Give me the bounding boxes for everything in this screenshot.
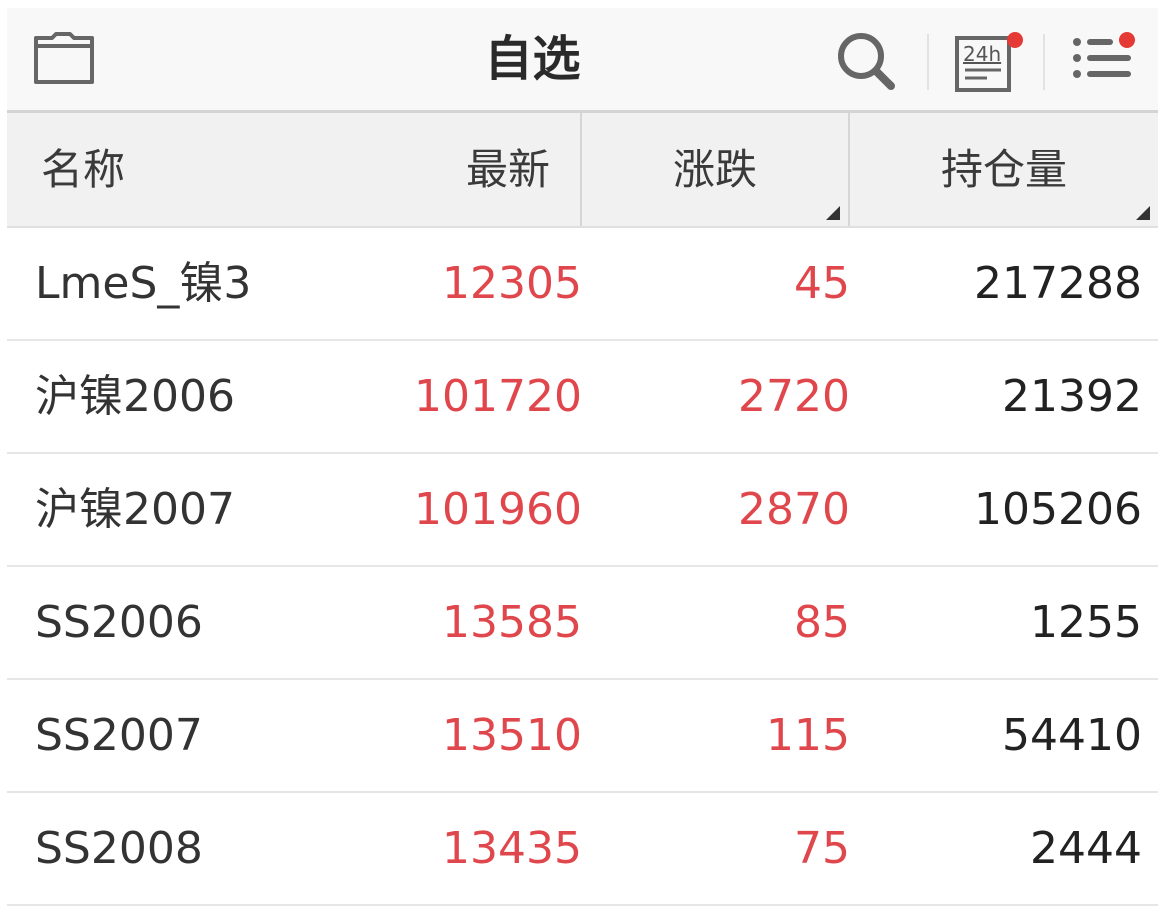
name-latest-cell: SS2007 13510 <box>7 680 582 791</box>
column-header-change[interactable]: 涨跌 <box>582 113 850 226</box>
list-menu-icon[interactable] <box>1069 28 1139 90</box>
column-header-change-label: 涨跌 <box>672 145 757 194</box>
instrument-name: LmeS_镍3 <box>35 258 252 309</box>
table-row[interactable]: SS2006 13585 85 1255 <box>7 567 1158 680</box>
open-interest-value: 217288 <box>974 258 1142 309</box>
news-icon-label: 24h <box>963 42 1002 66</box>
open-interest-value: 21392 <box>1002 371 1142 422</box>
instrument-name: 沪镍2006 <box>35 371 235 422</box>
table-row[interactable]: 沪镍2007 101960 2870 105206 <box>7 454 1158 567</box>
latest-price: 101720 <box>414 371 582 422</box>
latest-price: 12305 <box>442 258 582 309</box>
divider <box>927 34 929 90</box>
open-interest-value: 105206 <box>974 484 1142 535</box>
open-interest-value: 1255 <box>1030 597 1142 648</box>
name-latest-cell: 沪镍2006 101720 <box>7 341 582 452</box>
table-row[interactable]: SS2008 13435 75 2444 <box>7 793 1158 906</box>
quote-list: LmeS_镍3 12305 45 217288 沪镍2006 101720 27… <box>7 228 1158 906</box>
open-interest-value: 54410 <box>1002 710 1142 761</box>
column-header-open-interest-label: 持仓量 <box>940 145 1067 194</box>
name-latest-cell: SS2006 13585 <box>7 567 582 678</box>
latest-price: 13435 <box>442 823 582 874</box>
table-row[interactable]: 沪镍2006 101720 2720 21392 <box>7 341 1158 454</box>
sort-triangle-icon <box>1136 206 1150 220</box>
table-row[interactable]: LmeS_镍3 12305 45 217288 <box>7 228 1158 341</box>
change-value: 2870 <box>738 484 850 535</box>
name-latest-cell: SS2008 13435 <box>7 793 582 904</box>
change-value: 115 <box>766 710 850 761</box>
open-interest-value: 2444 <box>1030 823 1142 874</box>
latest-price: 101960 <box>414 484 582 535</box>
instrument-name: SS2007 <box>35 710 203 761</box>
change-value: 2720 <box>738 371 850 422</box>
change-value: 45 <box>794 258 850 309</box>
change-value: 85 <box>794 597 850 648</box>
change-value: 75 <box>794 823 850 874</box>
column-header-name[interactable]: 名称 <box>41 145 126 194</box>
folder-icon[interactable] <box>33 32 95 84</box>
column-header-row: 名称 最新 涨跌 持仓量 <box>7 113 1158 228</box>
watchlist-screen: 自选 24h 名称 最新 涨跌 持仓量 LmeS_镍3 12305 45 217 <box>7 8 1158 906</box>
instrument-name: SS2006 <box>35 597 203 648</box>
search-icon[interactable] <box>835 30 899 94</box>
top-bar: 自选 24h <box>7 8 1158 113</box>
latest-price: 13510 <box>442 710 582 761</box>
name-latest-cell: 沪镍2007 101960 <box>7 454 582 565</box>
instrument-name: 沪镍2007 <box>35 484 235 535</box>
name-latest-cell: LmeS_镍3 12305 <box>7 228 582 339</box>
instrument-name: SS2008 <box>35 823 203 874</box>
column-header-latest[interactable]: 最新 <box>465 145 550 194</box>
column-header-name-latest: 名称 最新 <box>7 113 582 226</box>
divider <box>1043 34 1045 90</box>
table-row[interactable]: SS2007 13510 115 54410 <box>7 680 1158 793</box>
page-title: 自选 <box>484 31 581 87</box>
sort-triangle-icon <box>826 206 840 220</box>
column-header-open-interest[interactable]: 持仓量 <box>850 113 1158 226</box>
latest-price: 13585 <box>442 597 582 648</box>
news-24h-icon[interactable]: 24h <box>953 28 1023 94</box>
